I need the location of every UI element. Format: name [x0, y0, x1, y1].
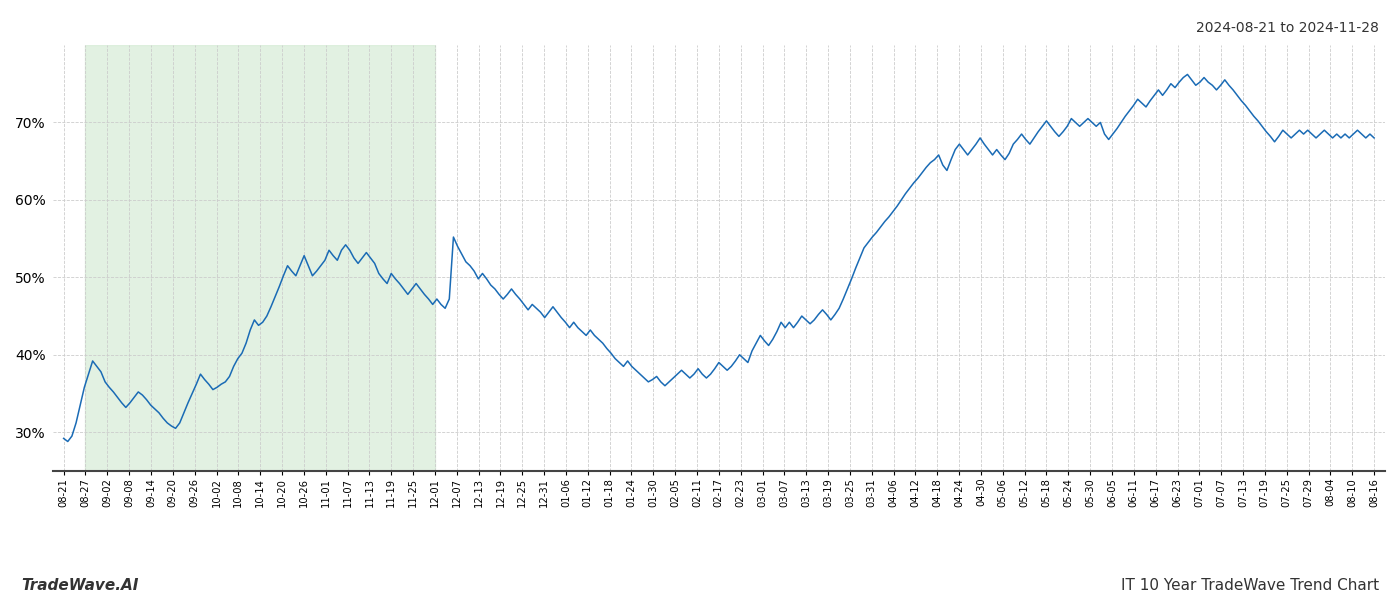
Bar: [85, 45, 435, 471]
Text: IT 10 Year TradeWave Trend Chart: IT 10 Year TradeWave Trend Chart: [1121, 578, 1379, 593]
Text: TradeWave.AI: TradeWave.AI: [21, 578, 139, 593]
Text: 2024-08-21 to 2024-11-28: 2024-08-21 to 2024-11-28: [1196, 21, 1379, 35]
